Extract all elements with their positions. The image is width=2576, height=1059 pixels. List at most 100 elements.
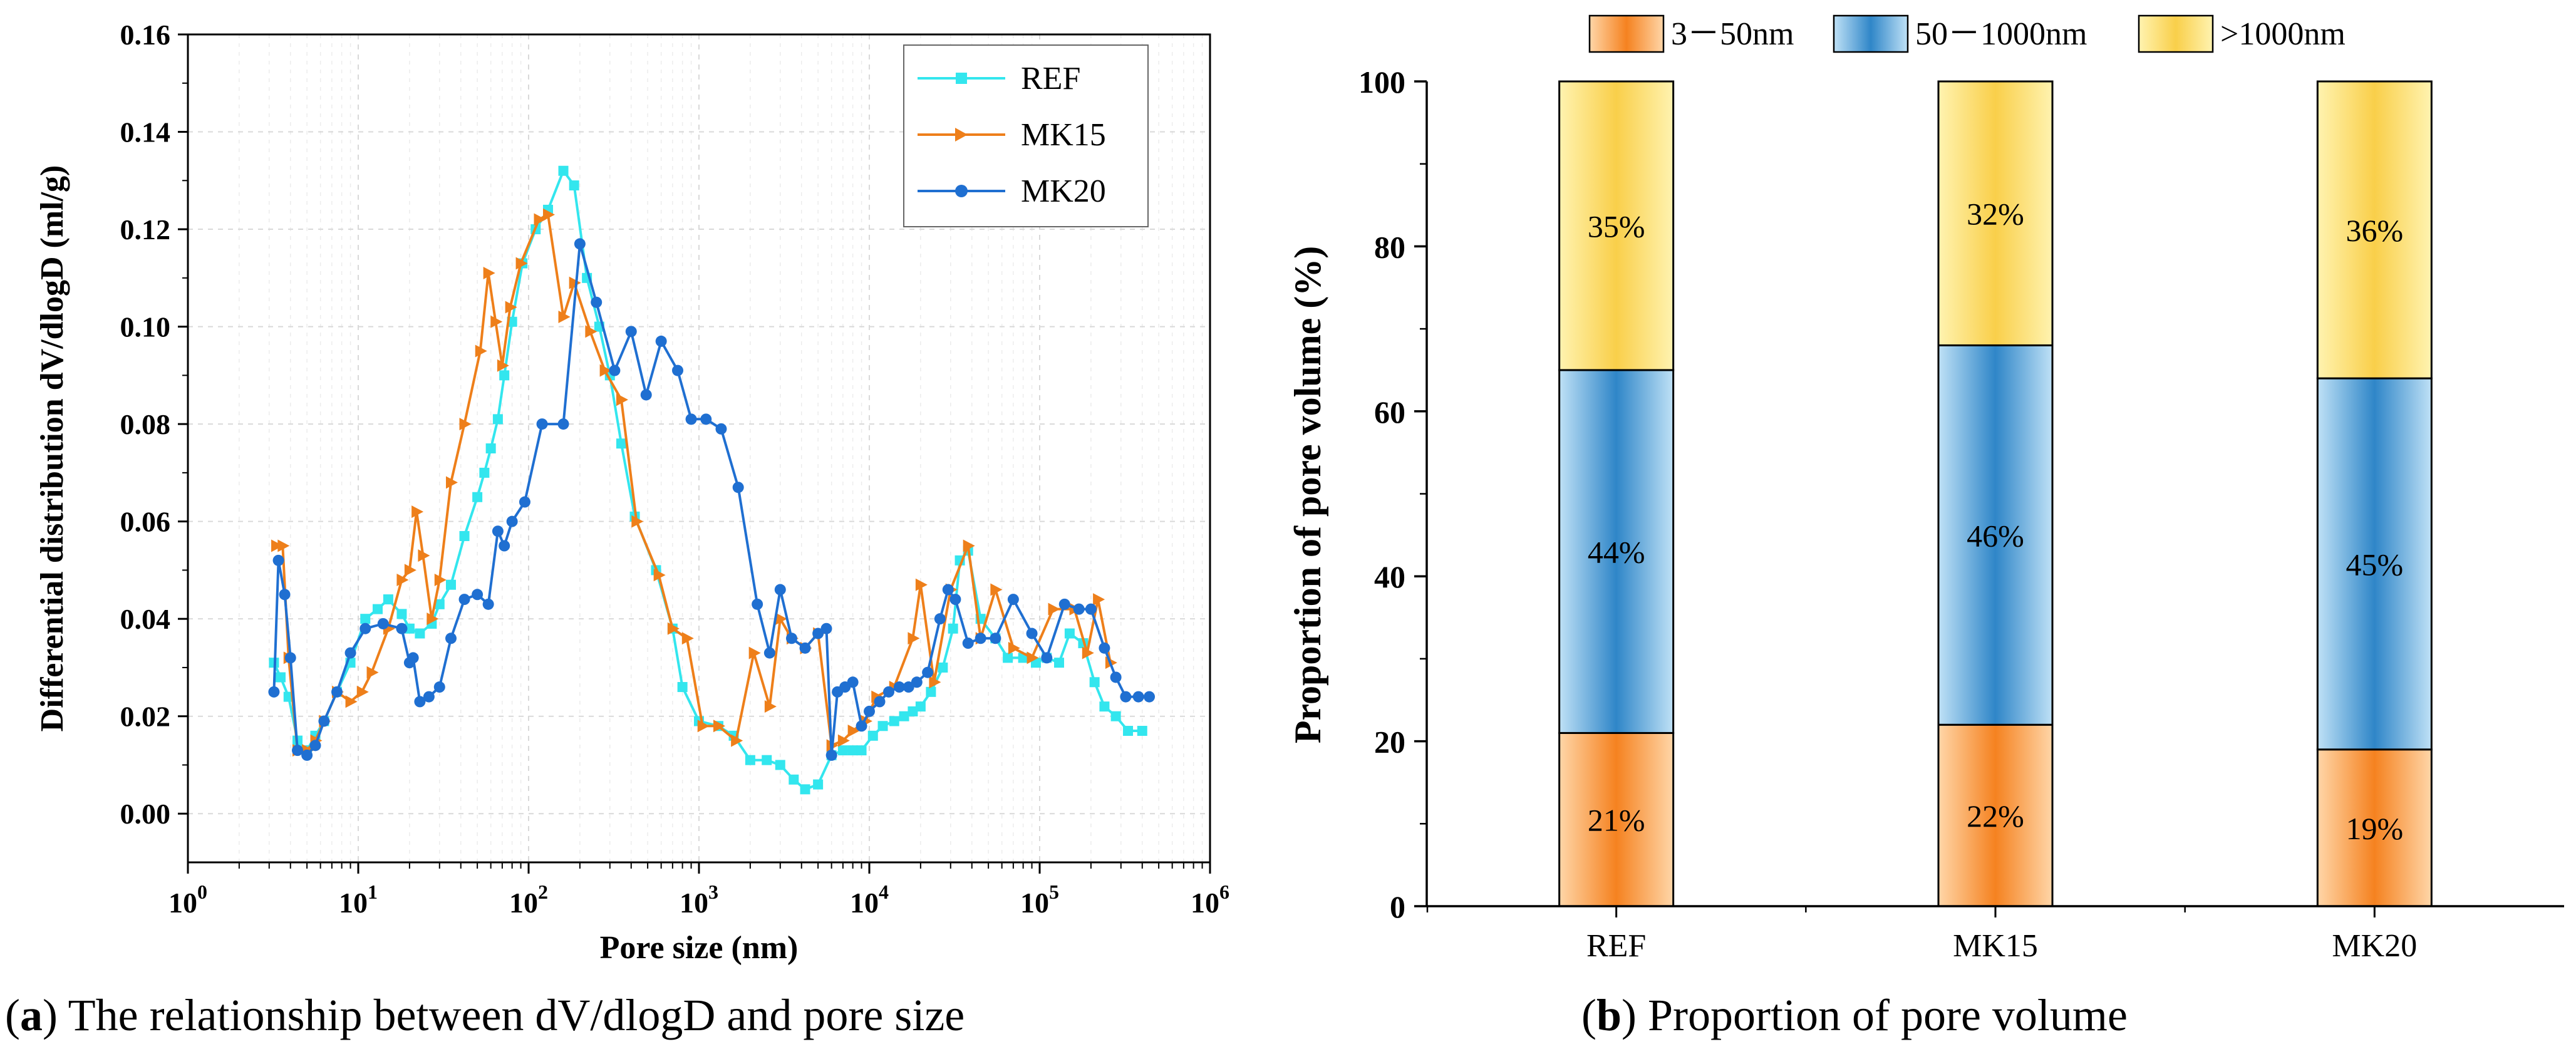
bar-segment (1937, 80, 2054, 346)
series-mk15-point (558, 311, 571, 324)
chart-a-x-tick-label: 105 (1020, 881, 1059, 919)
series-mk15-point (929, 676, 941, 689)
series-ref-point (404, 623, 415, 634)
series-mk15-point (356, 685, 369, 698)
series-ref-point (415, 628, 425, 639)
caption-b: (b) Proportion of pore volume (1581, 990, 2128, 1040)
legend-mk15-label: MK15 (1021, 117, 1106, 153)
series-mk20-point (785, 633, 797, 644)
legend-mk20-label: MK20 (1021, 173, 1106, 209)
series-mk20-point (574, 238, 586, 250)
chart-a-y-tick-label: 0.16 (120, 19, 171, 51)
series-mk15-point (475, 344, 487, 358)
legend-item-mk20: MK20 (918, 173, 1106, 209)
series-mk20-point (519, 496, 530, 508)
series-mk20-point (482, 598, 494, 610)
bar-segment-label: 36% (2346, 213, 2404, 248)
series-mk20-point (499, 540, 510, 552)
line-chart-a: 100 101 102 103 104 105 106 0.00 0.02 0.04 0.06 0.0… (34, 19, 1229, 966)
series-ref-point (915, 701, 926, 712)
series-mk20-point (911, 676, 923, 688)
series-ref-point (492, 414, 503, 425)
series-mk15-point (963, 539, 975, 552)
series-mk20-point (591, 296, 603, 308)
series-mk20-point (344, 647, 356, 659)
series-mk20-point (377, 617, 389, 629)
series-ref-point (762, 755, 772, 765)
bar-segment-label: 35% (1588, 209, 1645, 244)
series-mk20-point (1144, 691, 1156, 703)
series-ref-point (569, 180, 579, 191)
series-mk20-point (640, 389, 652, 401)
series-mk15-point (418, 549, 430, 562)
series-mk15-line (276, 213, 1112, 752)
legend-gt1000nm-swatch (2138, 14, 2214, 53)
bar-segment-label: 32% (1967, 197, 2024, 232)
legend-mk20-marker (955, 185, 968, 197)
series-mk15-point (599, 364, 612, 377)
series-mk20-point (856, 720, 867, 732)
series-mk20-point (949, 594, 961, 606)
series-mk20-point (1041, 652, 1053, 664)
bar-segment (2316, 377, 2433, 751)
bar-segment-label: 19% (2346, 811, 2404, 846)
series-mk20-point (847, 676, 859, 688)
series-mk15-point (459, 418, 472, 431)
series-mk20-point (536, 418, 548, 430)
legend-item-50-1000nm: 50－1000nm (1833, 14, 2087, 53)
series-mk20-point (414, 696, 426, 708)
series-mk15-point (345, 695, 358, 708)
chart-b-y-tick-label: 0 (1390, 889, 1405, 924)
series-mk15-point (515, 257, 528, 270)
bar-mk20: 19% 45% 36% (2316, 80, 2433, 907)
series-mk20-point (1085, 603, 1097, 615)
bar-segment-label: 44% (1588, 535, 1645, 570)
series-ref-point (877, 721, 888, 731)
chart-b-y-tick-label: 40 (1374, 559, 1405, 594)
series-mk15-point (445, 476, 458, 489)
series-mk15 (271, 208, 1117, 757)
series-mk15-point (1027, 651, 1039, 664)
caption-a-text: The relationship between dV/dlogD and po… (58, 990, 965, 1040)
series-ref-line (272, 169, 1142, 791)
series-mk15-point (990, 583, 1003, 596)
series-ref-point (499, 370, 510, 381)
series-ref-point (856, 745, 867, 756)
bar-segment-label: 45% (2346, 547, 2404, 582)
series-ref-point (1123, 726, 1134, 736)
series-mk20-point (407, 652, 419, 664)
series-mk20-point (1110, 671, 1122, 683)
chart-b-y-tick-label: 100 (1358, 65, 1405, 100)
series-mk20-point (799, 642, 811, 654)
series-mk20-point (458, 594, 470, 606)
chart-b-category-label: MK15 (1953, 928, 2038, 964)
series-mk20-point (492, 525, 504, 537)
series-ref-point (775, 760, 785, 770)
series-mk20-point (268, 686, 280, 698)
chart-b-category-label: REF (1586, 928, 1646, 964)
series-ref-point (948, 623, 958, 634)
series-mk20-point (942, 584, 954, 596)
series-mk20-point (309, 740, 321, 752)
series-mk20-point (825, 749, 837, 761)
series-mk20-point (685, 413, 697, 425)
series-mk15-point (1082, 646, 1094, 659)
series-mk15-point (585, 325, 597, 338)
legend-gt1000nm-label: >1000nm (2220, 16, 2346, 52)
series-mk15-point (631, 515, 644, 528)
series-ref-point (434, 599, 445, 609)
series-mk15-point (569, 276, 581, 289)
series-mk20-point (445, 633, 457, 644)
series-mk15-point (697, 720, 710, 733)
series-ref-point (867, 730, 878, 741)
series-mk15-point (271, 539, 284, 552)
chart-b-ticks: 0 20 40 60 80 100 REF MK15 MK20 (1358, 65, 2417, 964)
series-mk20-point (990, 633, 1001, 644)
series-mk15-point (542, 208, 555, 221)
series-ref-point (1110, 711, 1121, 721)
bar-segment-label: 21% (1588, 803, 1645, 838)
series-mk20-point (360, 622, 371, 634)
chart-a-x-tick-label: 102 (509, 881, 548, 919)
chart-a-y-axis-title: Differential distribution dV/dlogD (ml/g… (34, 165, 70, 732)
